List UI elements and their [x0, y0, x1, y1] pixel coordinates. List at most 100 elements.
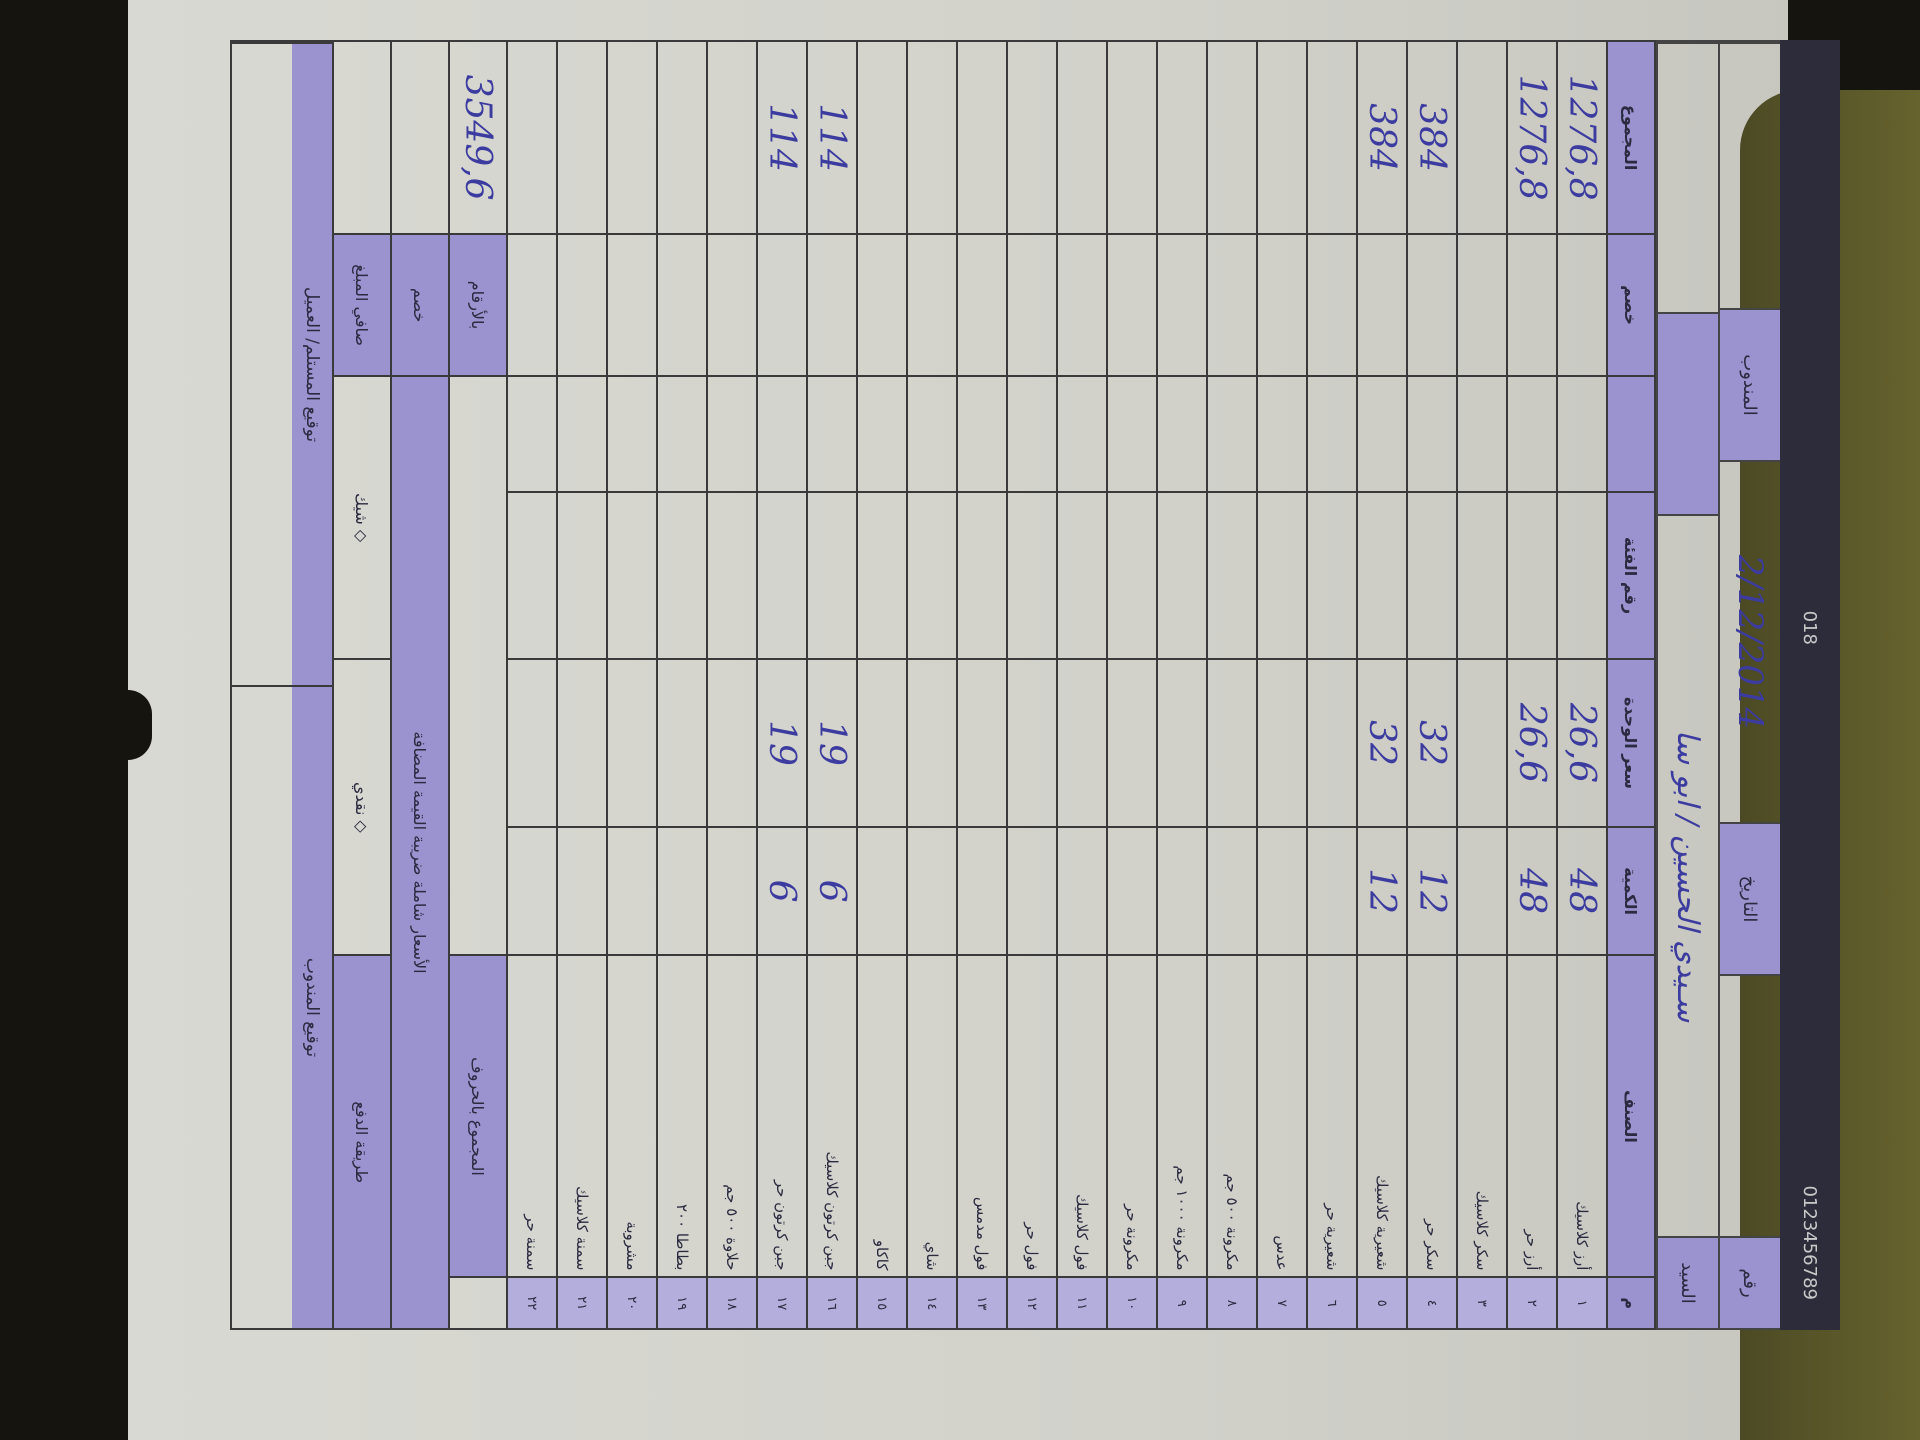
digits-value: 3549,6: [457, 74, 499, 201]
price-value-cell: [507, 659, 557, 827]
empty-cell: [1557, 234, 1607, 376]
total-value-cell: [507, 41, 557, 235]
qty-value-cell: [907, 826, 957, 956]
empty-cell: [907, 234, 957, 376]
total-value: 114: [811, 103, 853, 172]
empty-cell: [1007, 375, 1057, 492]
cash-option[interactable]: ◇ نقدي: [333, 659, 391, 956]
column-header: خصم: [1607, 234, 1655, 376]
empty-cell: [1507, 375, 1557, 492]
tax-row: الأسعار شاملة ضريبة القيمة المضافة خصم: [391, 41, 449, 1329]
empty-cell: [707, 234, 757, 376]
table-row: ٢٢ سمنة حر: [507, 41, 557, 1329]
qty-value-cell: [707, 826, 757, 956]
qty-value-cell: [1307, 826, 1357, 956]
price-value-cell: 32: [1357, 659, 1407, 827]
qty-value-cell: 48: [1507, 826, 1557, 956]
table-row: ١٩ بطاطا ٢٠٠: [657, 41, 707, 1329]
price-value: 19: [761, 720, 803, 766]
item-name: أرز كلاسيك: [1557, 955, 1607, 1278]
sig-customer-box: [232, 42, 292, 685]
total-value-cell: [607, 41, 657, 235]
empty-cell: [1307, 234, 1357, 376]
table-row: ٥ شعيرية كلاسيك 12 32 384: [1357, 41, 1407, 1329]
empty-cell: [857, 491, 907, 660]
no-label: رقم: [1720, 1236, 1780, 1328]
qty-value-cell: 12: [1357, 826, 1407, 956]
item-name: شاي: [907, 955, 957, 1278]
total-value-cell: [1257, 41, 1307, 235]
table-row: ١ أرز كلاسيك 48 26,6 1276,8: [1557, 41, 1607, 1329]
empty-cell: [1257, 491, 1307, 660]
total-value-cell: 384: [1357, 41, 1407, 235]
rep-value: [1720, 42, 1780, 308]
empty-cell: [1507, 234, 1557, 376]
header-row-1: رقم التاريخ 2/12/2014 المندوب: [1718, 40, 1780, 1330]
price-value-cell: 26,6: [1507, 659, 1557, 827]
column-header: المجموع: [1607, 41, 1655, 235]
empty-cell: [1307, 491, 1357, 660]
qty-value-cell: [1257, 826, 1307, 956]
empty-cell: [1407, 375, 1457, 492]
item-name: مكرونة ٥٠٠ جم: [1207, 955, 1257, 1278]
qty-value-cell: [1007, 826, 1057, 956]
empty-cell: [907, 491, 957, 660]
empty-cell: [557, 375, 607, 492]
empty-cell: [1107, 491, 1157, 660]
tax-note: الأسعار شاملة ضريبة القيمة المضافة: [391, 375, 449, 1329]
row-number: ٧: [1257, 1277, 1307, 1329]
empty-cell: [1257, 234, 1307, 376]
total-value: 114: [761, 103, 803, 172]
date-value: 2/12/2014: [1720, 460, 1780, 822]
header-blank-label: [1658, 312, 1718, 514]
company-band: 0123456789 018: [1780, 40, 1840, 1330]
table-row: ٢١ سمنة كلاسيك: [557, 41, 607, 1329]
table-row: ٩ مكرونة ١٠٠٠ جم: [1157, 41, 1207, 1329]
empty-cell: [1057, 491, 1107, 660]
empty-cell: [1207, 234, 1257, 376]
qty-value-cell: [1057, 826, 1107, 956]
row-number: ١٣: [957, 1277, 1007, 1329]
item-name: سكر كلاسيك: [1457, 955, 1507, 1278]
row-number: ٢: [1507, 1277, 1557, 1329]
total-value-cell: [657, 41, 707, 235]
table-row: ١٤ شاي: [907, 41, 957, 1329]
net-value: [333, 41, 391, 235]
sig-rep-label: توقيع المندوب: [292, 685, 332, 1328]
empty-cell: [857, 375, 907, 492]
item-name: عدس: [1257, 955, 1307, 1278]
row-number: ٦: [1307, 1277, 1357, 1329]
empty-cell: [1157, 234, 1207, 376]
total-value-cell: 384: [1407, 41, 1457, 235]
qty-value-cell: 48: [1557, 826, 1607, 956]
total-value: 1276,8: [1511, 74, 1553, 201]
cheque-option[interactable]: ◇ شيك: [333, 375, 391, 660]
digits-label: بالأرقام: [449, 234, 507, 376]
price-value-cell: [1007, 659, 1057, 827]
punch-hole: [128, 690, 152, 760]
empty-cell: [957, 491, 1007, 660]
discount-label: خصم: [391, 234, 449, 376]
price-value-cell: [1057, 659, 1107, 827]
row-number: ٥: [1357, 1277, 1407, 1329]
row-number: ١: [1557, 1277, 1607, 1329]
price-value-cell: 19: [807, 659, 857, 827]
price-value-cell: [1207, 659, 1257, 827]
empty-cell: [1457, 375, 1507, 492]
empty-cell: [857, 234, 907, 376]
qty-value: 6: [811, 879, 853, 903]
qty-value-cell: 6: [807, 826, 857, 956]
qty-value: 12: [1361, 868, 1403, 914]
price-value-cell: [1307, 659, 1357, 827]
table-row: ٣ سكر كلاسيك: [1457, 41, 1507, 1329]
invoice-form: 0123456789 018 رقم التاريخ 2/12/2014 الم…: [200, 40, 1840, 1330]
total-value-cell: [1207, 41, 1257, 235]
cheque-label: شيك: [352, 493, 372, 525]
row-number: ١١: [1057, 1277, 1107, 1329]
total-value-cell: [957, 41, 1007, 235]
empty-cell: [1007, 491, 1057, 660]
empty-cell: [657, 375, 707, 492]
empty-cell: [1157, 375, 1207, 492]
item-name: سكر حر: [1407, 955, 1457, 1278]
table-row: ٤ سكر حر 12 32 384: [1407, 41, 1457, 1329]
